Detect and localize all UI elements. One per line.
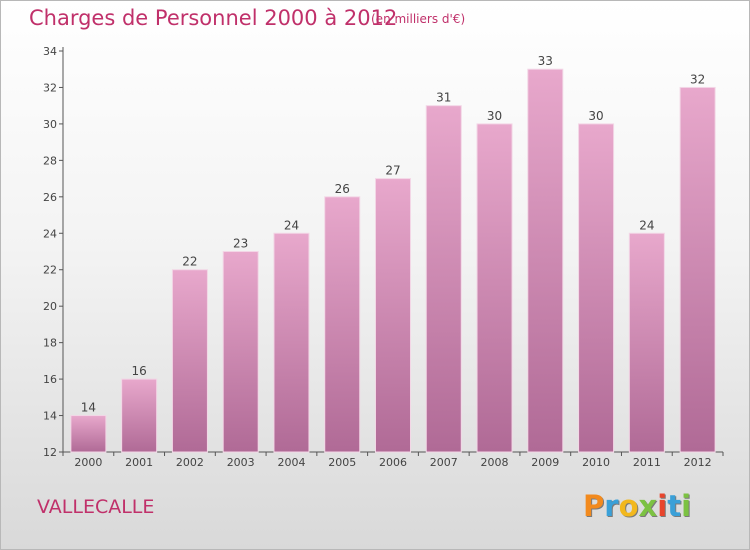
x-tick-label: 2002 [176,456,204,469]
bar-2003 [222,251,259,453]
bar-2007 [425,105,462,453]
logo-letter: P [583,489,605,523]
data-label: 16 [132,364,147,378]
logo-letter: x [638,489,658,523]
logo-letter: t [667,489,682,523]
data-label: 24 [284,218,299,232]
chart-unit: (en milliers d'€) [371,12,466,26]
x-tick-label: 2009 [531,456,559,469]
y-tick-label: 34 [43,45,57,58]
chart-labels: 2000 14 2001 16 2002 22 2003 23 2004 24 2005 26 2006… [74,54,711,469]
logo-letter: r [604,489,619,523]
y-tick-label: 12 [43,446,57,459]
bar-2004 [273,232,310,453]
y-tick-label: 14 [43,410,57,423]
y-tick-label: 32 [43,81,57,94]
y-tick-label: 26 [43,191,57,204]
x-tick-label: 2010 [582,456,610,469]
y-tick-label: 22 [43,264,57,277]
data-label: 33 [538,54,553,68]
y-tick-label: 18 [43,337,57,350]
y-tick-label: 24 [43,227,57,240]
bar-2005 [324,196,361,453]
chart-bars [70,68,716,453]
chart-title: Charges de Personnel 2000 à 2012 [29,6,398,30]
y-tick-label: 30 [43,118,57,131]
x-tick-label: 2001 [125,456,153,469]
x-tick-label: 2004 [277,456,305,469]
chart-axes: 12 14 16 18 20 22 24 26 28 30 32 34 [43,45,724,459]
bar-2009 [527,68,564,453]
y-tick-label: 16 [43,373,57,386]
x-tick-label: 2005 [328,456,356,469]
x-tick-label: 2007 [430,456,458,469]
logo-letter: i [657,489,668,523]
logo-letter: o [618,489,639,523]
data-label: 27 [385,164,400,178]
proxiti-logo: Proxiti [583,489,691,523]
place-name: VALLECALLE [37,496,155,518]
x-tick-label: 2008 [481,456,509,469]
data-label: 24 [639,218,654,232]
x-tick-label: 2000 [74,456,102,469]
x-tick-label: 2011 [633,456,661,469]
data-label: 30 [487,109,502,123]
x-tick-label: 2012 [684,456,712,469]
y-tick-label: 20 [43,300,57,313]
bar-2010 [578,123,615,453]
bar-2006 [375,178,411,453]
bar-2012 [679,86,716,453]
data-label: 32 [690,72,705,86]
logo-letter: i [681,489,692,523]
data-label: 31 [436,91,451,105]
data-label: 22 [182,255,197,269]
bar-2001 [121,378,158,453]
data-label: 26 [335,182,350,196]
y-tick-label: 28 [43,154,57,167]
data-label: 14 [81,401,96,415]
bar-2000 [70,415,107,453]
x-tick-label: 2003 [227,456,255,469]
bar-2011 [628,232,665,453]
data-label: 30 [588,109,603,123]
data-label: 23 [233,237,248,251]
bar-2002 [171,269,208,453]
x-tick-label: 2006 [379,456,407,469]
bar-2008 [476,123,513,453]
